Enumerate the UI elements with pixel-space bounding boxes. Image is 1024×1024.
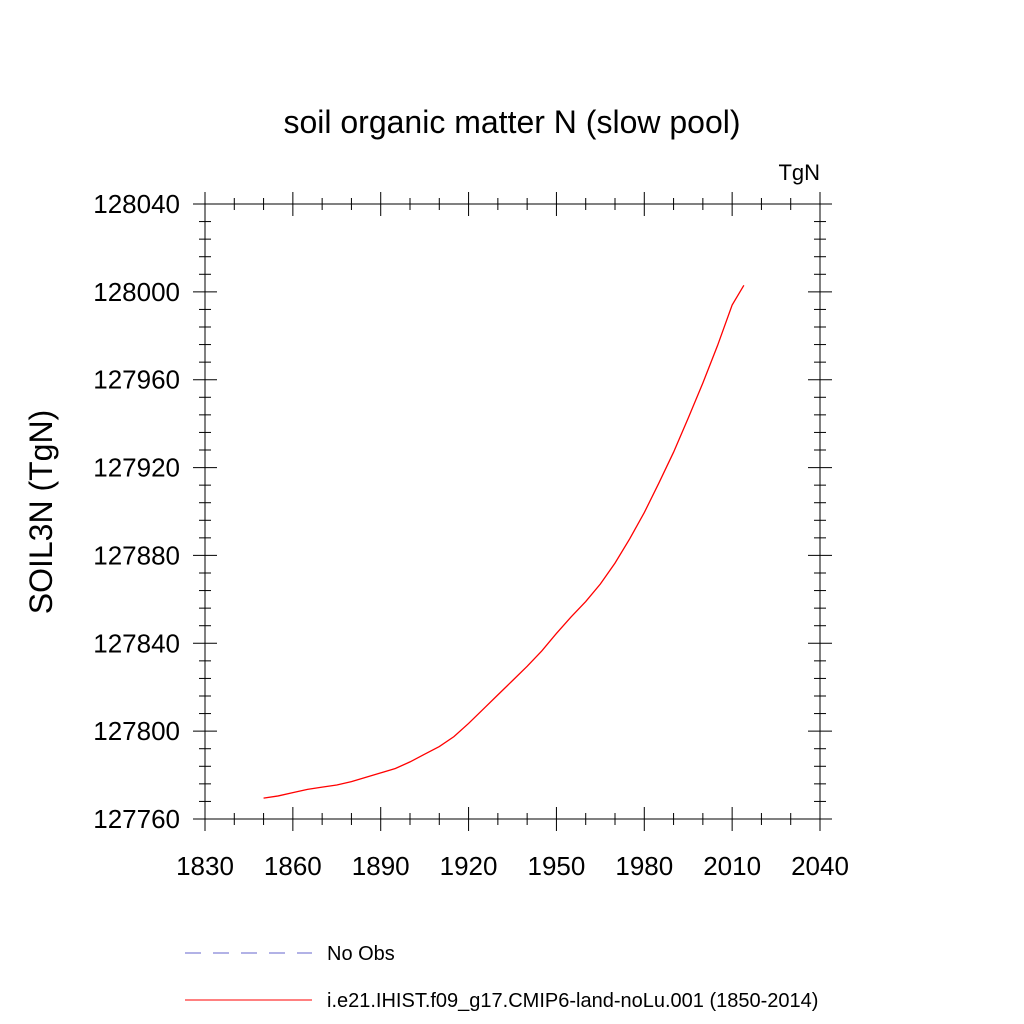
chart-title: soil organic matter N (slow pool) — [283, 104, 740, 140]
x-tick-label: 1860 — [264, 851, 322, 881]
plot-frame — [204, 203, 821, 820]
legend-label: i.e21.IHIST.f09_g17.CMIP6-land-noLu.001 … — [327, 990, 818, 1012]
axis-tick-labels: 1830 1860 1890 1920 1950 1980 2010 2040 127760 12… — [93, 189, 849, 881]
y-tick-label: 127880 — [93, 540, 180, 570]
units-label: TgN — [778, 160, 820, 185]
y-tick-label: 127760 — [93, 804, 180, 834]
y-tick-label: 127960 — [93, 365, 180, 395]
y-tick-label: 127920 — [93, 453, 180, 483]
y-tick-label: 127840 — [93, 628, 180, 658]
y-tick-label: 128040 — [93, 189, 180, 219]
legend-label: No Obs — [327, 943, 395, 965]
y-axis-label: SOIL3N (TgN) — [23, 410, 59, 614]
series-layer — [263, 284, 745, 799]
legend: No Obs i.e21.IHIST.f09_g17.CMIP6-land-noL… — [185, 943, 818, 1012]
x-tick-label: 1920 — [440, 851, 498, 881]
x-tick-label: 1980 — [615, 851, 673, 881]
x-tick-label: 1890 — [352, 851, 410, 881]
y-tick-label: 128000 — [93, 277, 180, 307]
x-tick-label: 2040 — [791, 851, 849, 881]
x-tick-label: 1830 — [176, 851, 234, 881]
x-tick-label: 2010 — [703, 851, 761, 881]
axis-ticks — [193, 192, 832, 831]
series-line-1 — [263, 284, 745, 799]
x-tick-label: 1950 — [528, 851, 586, 881]
y-tick-label: 127800 — [93, 716, 180, 746]
